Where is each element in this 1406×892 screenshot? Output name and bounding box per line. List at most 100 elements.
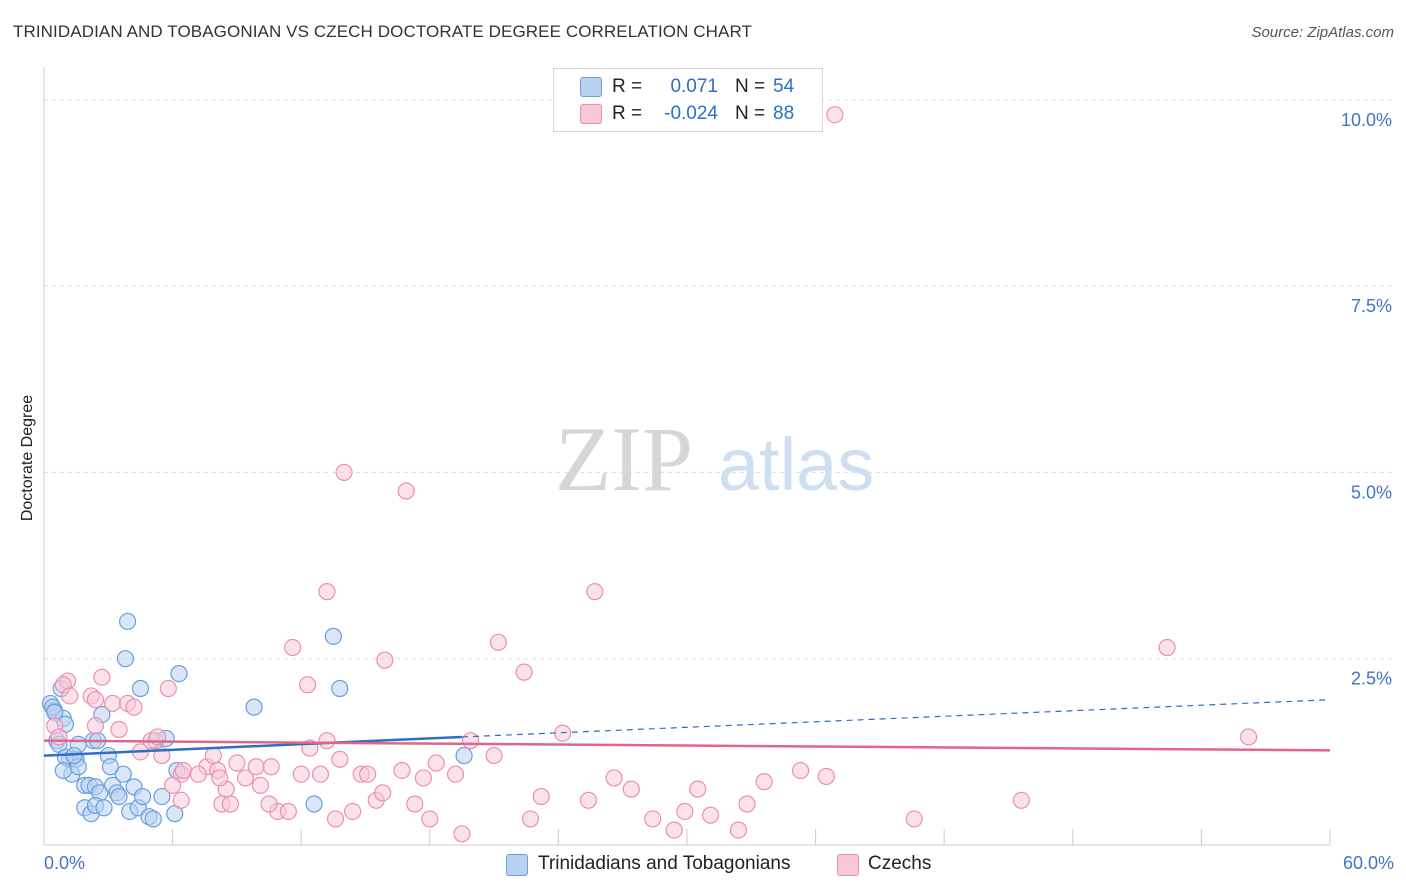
czech-point xyxy=(791,761,810,780)
czech-point xyxy=(738,795,756,813)
y-tick-label: 2.5% xyxy=(1351,669,1392,689)
x-tick-label: 0.0% xyxy=(44,853,85,873)
chart-title: TRINIDADIAN AND TOBAGONIAN VS CZECH DOCT… xyxy=(13,22,753,41)
czech-point xyxy=(331,750,349,768)
czech-point xyxy=(817,767,835,786)
trinidadian-point xyxy=(170,665,188,683)
legend-label-trinidadian: Trinidadians and Tobagonians xyxy=(538,853,791,874)
y-tick-label: 10.0% xyxy=(1341,110,1392,130)
czech-point xyxy=(86,717,105,735)
czech-point xyxy=(421,810,439,828)
czech-point xyxy=(262,758,280,776)
trinidadian-point xyxy=(54,761,72,780)
czech-point xyxy=(344,802,362,821)
czech-point xyxy=(905,810,923,828)
czech-point xyxy=(586,583,604,601)
y-tick-label: 5.0% xyxy=(1351,482,1392,502)
czech-point xyxy=(515,663,533,681)
czech-point xyxy=(665,821,683,839)
trinidadian-point xyxy=(131,679,150,698)
czech-point xyxy=(125,698,143,716)
czech-point xyxy=(211,769,229,787)
czech-point xyxy=(318,732,336,750)
czech-point xyxy=(86,691,105,709)
czech-point xyxy=(164,776,182,794)
czech-point xyxy=(326,810,345,828)
czech-point xyxy=(279,802,297,821)
czech-point xyxy=(644,810,662,828)
legend-swatch-czech xyxy=(580,104,602,124)
trinidadian-point xyxy=(116,650,135,668)
czech-point xyxy=(461,732,480,750)
trinidadian-point xyxy=(144,810,162,828)
x-tick-label: 60.0% xyxy=(1343,853,1394,873)
czech-point xyxy=(228,754,246,772)
trinidadian-trend-extension xyxy=(461,699,1331,738)
czech-point xyxy=(204,746,222,765)
czech-point xyxy=(393,761,411,780)
czech-point xyxy=(189,765,207,783)
source-label: Source: ZipAtlas.com xyxy=(1251,24,1394,41)
y-tick-label: 7.5% xyxy=(1351,296,1392,316)
czech-point xyxy=(1158,638,1176,657)
legend-n-value: 54 xyxy=(773,76,795,97)
czech-point xyxy=(299,676,317,694)
czech-point xyxy=(676,802,694,821)
trinidadian-trend-line xyxy=(43,735,463,757)
trinidadian-point xyxy=(118,612,137,631)
trinidadian-point xyxy=(331,679,349,698)
czech-point xyxy=(311,765,330,783)
czech-point xyxy=(221,795,240,813)
czech-point xyxy=(236,769,255,787)
czech-point xyxy=(397,482,415,500)
data-points xyxy=(41,106,1258,843)
czech-point xyxy=(110,720,128,739)
czech-point xyxy=(50,728,68,746)
trinidadian-point xyxy=(305,795,323,813)
czech-point xyxy=(826,106,844,124)
gridlines xyxy=(44,99,1392,660)
czech-point xyxy=(485,746,503,765)
czech-point xyxy=(414,769,432,787)
czech-point xyxy=(532,787,550,806)
czech-point xyxy=(729,821,748,839)
czech-point xyxy=(93,668,111,686)
trinidadian-point xyxy=(95,799,113,817)
trinidadian-point xyxy=(101,758,120,776)
series-legend: Trinidadians and Tobagonians Czechs xyxy=(0,852,1406,878)
legend-row-trinidadian: R = 0.071 N = 54 xyxy=(554,74,822,100)
czech-point xyxy=(427,754,445,772)
czech-point xyxy=(446,765,465,783)
czech-point xyxy=(335,463,353,482)
czech-point xyxy=(453,825,471,843)
legend-row-czech: R = -0.024 N = 88 xyxy=(554,101,822,127)
czech-point xyxy=(1239,728,1258,746)
czech-point xyxy=(489,633,507,651)
trinidadian-point xyxy=(114,765,132,783)
czech-point xyxy=(374,784,392,802)
legend-swatch-trinidadian xyxy=(580,77,602,97)
czech-point xyxy=(376,651,394,669)
czech-point xyxy=(1012,791,1030,809)
correlation-legend: R = 0.071 N = 54 R = -0.024 N = 88 xyxy=(553,68,823,132)
czech-point xyxy=(579,791,598,809)
trinidadian-point xyxy=(455,746,473,765)
czech-point xyxy=(406,795,424,813)
watermark: ZIP atlas xyxy=(555,408,874,510)
czech-point xyxy=(359,765,377,783)
czech-point xyxy=(521,810,540,828)
czech-point xyxy=(172,791,190,809)
czech-point xyxy=(755,773,773,791)
czech-point xyxy=(251,776,270,794)
trinidadian-point xyxy=(245,698,263,716)
legend-n-value: 88 xyxy=(773,103,795,124)
tick-labels: 2.5% 5.0% 7.5% 10.0% 0.0% 60.0% xyxy=(44,110,1394,873)
czech-point xyxy=(159,679,177,698)
legend-r-label: R = xyxy=(612,103,643,124)
legend-n-label: N = xyxy=(735,76,766,97)
czech-point xyxy=(622,780,640,798)
legend-n-label: N = xyxy=(735,103,766,124)
watermark-zip: ZIP xyxy=(555,408,693,510)
trinidadian-point xyxy=(324,627,342,645)
